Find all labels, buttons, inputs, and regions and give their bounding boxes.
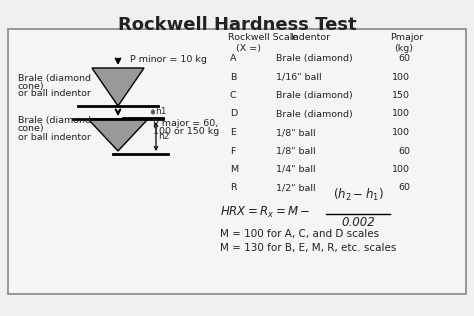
Text: cone): cone): [18, 125, 45, 133]
Text: 100: 100: [392, 110, 410, 118]
Text: 0.002: 0.002: [341, 216, 375, 229]
Text: or ball indentor: or ball indentor: [18, 89, 91, 99]
Text: R: R: [230, 184, 237, 192]
Text: 100: 100: [392, 72, 410, 82]
Text: F: F: [230, 147, 236, 155]
Text: $(\mathit{h}_2 - \mathit{h}_1)$: $(\mathit{h}_2 - \mathit{h}_1)$: [333, 187, 383, 203]
Text: E: E: [230, 128, 236, 137]
Text: cone): cone): [18, 82, 45, 90]
Text: h1: h1: [155, 107, 166, 117]
Text: h2: h2: [158, 132, 169, 141]
Text: 1/4" ball: 1/4" ball: [276, 165, 316, 174]
Text: M = 100 for A, C, and D scales: M = 100 for A, C, and D scales: [220, 229, 379, 239]
Text: 60: 60: [398, 184, 410, 192]
Text: 60: 60: [398, 147, 410, 155]
Text: or ball indentor: or ball indentor: [18, 132, 91, 142]
Text: P minor = 10 kg: P minor = 10 kg: [130, 54, 207, 64]
Text: B: B: [230, 72, 237, 82]
Text: Indentor: Indentor: [290, 33, 330, 42]
Text: D: D: [230, 110, 237, 118]
Text: 1/2" ball: 1/2" ball: [276, 184, 316, 192]
Text: M: M: [230, 165, 238, 174]
Text: $\mathit{HRX} = \mathit{R}_x = \mathit{M} -$: $\mathit{HRX} = \mathit{R}_x = \mathit{M…: [220, 204, 310, 220]
Text: P major = 60,: P major = 60,: [153, 118, 218, 127]
Text: 150: 150: [392, 91, 410, 100]
Text: 100 or 150 kg: 100 or 150 kg: [153, 126, 219, 136]
Text: Brale (diamond): Brale (diamond): [276, 54, 353, 63]
Text: Brale (diamond: Brale (diamond: [18, 74, 91, 82]
FancyBboxPatch shape: [8, 29, 466, 294]
Text: C: C: [230, 91, 237, 100]
Text: 1/8" ball: 1/8" ball: [276, 128, 316, 137]
Text: 60: 60: [398, 54, 410, 63]
Text: A: A: [230, 54, 237, 63]
Polygon shape: [92, 68, 144, 106]
Text: M = 130 for B, E, M, R, etc. scales: M = 130 for B, E, M, R, etc. scales: [220, 243, 396, 253]
Text: Rockwell Hardness Test: Rockwell Hardness Test: [118, 16, 356, 34]
Text: Rockwell Scale: Rockwell Scale: [228, 33, 298, 42]
Text: 1/16" ball: 1/16" ball: [276, 72, 322, 82]
Text: 1/8" ball: 1/8" ball: [276, 147, 316, 155]
Text: 100: 100: [392, 128, 410, 137]
Text: 100: 100: [392, 165, 410, 174]
Text: Brale (diamond): Brale (diamond): [276, 110, 353, 118]
Text: Pmajor: Pmajor: [390, 33, 423, 42]
Text: Brale (diamond: Brale (diamond: [18, 117, 91, 125]
Text: (kg): (kg): [394, 44, 413, 53]
Text: Brale (diamond): Brale (diamond): [276, 91, 353, 100]
Text: (X =): (X =): [236, 44, 261, 53]
Polygon shape: [88, 119, 148, 151]
